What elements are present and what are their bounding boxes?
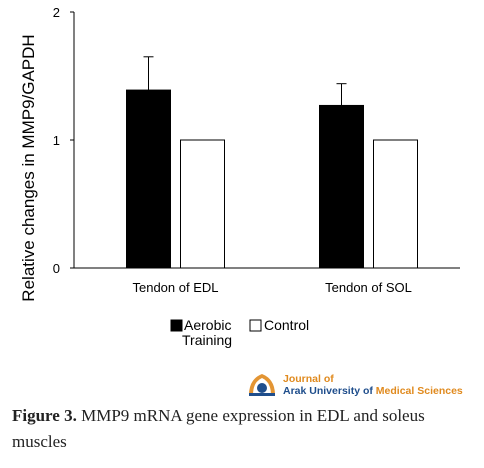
journal-line1: Journal of bbox=[283, 373, 334, 385]
university-seal-icon bbox=[249, 374, 275, 396]
caption-text: MMP9 mRNA gene expression in EDL and sol… bbox=[12, 406, 425, 451]
legend-label-control: Control bbox=[264, 317, 309, 333]
bar-chart: 0 1 2 Tendon of EDL Tendon of SOL Relative … bbox=[19, 5, 460, 348]
journal-line2b: Medical Sciences bbox=[375, 385, 463, 397]
legend-swatch-aerobic bbox=[170, 319, 183, 332]
bar-aerobic-training-2 bbox=[319, 104, 364, 269]
legend-label-aerobic-line1: Aerobic bbox=[184, 317, 231, 333]
bar-control-2 bbox=[373, 139, 418, 269]
y-axis-title: Relative changes in MMP9/GAPDH bbox=[19, 34, 38, 301]
category-label: Tendon of SOL bbox=[325, 280, 412, 295]
caption-label: Figure 3. bbox=[12, 406, 77, 425]
legend-swatch-control bbox=[249, 319, 262, 332]
category-label: Tendon of EDL bbox=[132, 280, 218, 295]
bar-control-1 bbox=[180, 139, 225, 269]
journal-line2a: Arak University of bbox=[283, 385, 376, 397]
legend-label-aerobic-line2: Training bbox=[182, 332, 232, 348]
y-tick-label: 0 bbox=[53, 261, 60, 276]
y-tick-label: 1 bbox=[53, 133, 60, 148]
y-tick-label: 2 bbox=[53, 5, 60, 20]
bar-aerobic-training-1 bbox=[126, 89, 171, 269]
legend: Aerobic Training Control bbox=[170, 317, 309, 348]
journal-branding: Journal of Arak University of Medical Sc… bbox=[247, 371, 477, 399]
figure-caption: Figure 3. MMP9 mRNA gene expression in E… bbox=[12, 403, 474, 455]
